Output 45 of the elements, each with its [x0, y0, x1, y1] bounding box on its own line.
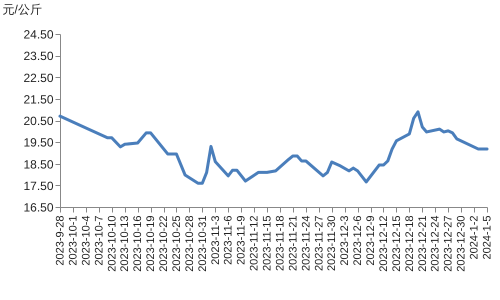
y-tick-label: 17.50	[23, 178, 54, 193]
x-tick-label: 2024-1-2	[468, 216, 481, 260]
x-tick-label: 2023-12-24	[430, 216, 442, 272]
x-tick-label: 2023-12-30	[456, 216, 468, 272]
y-tick-label: 21.50	[23, 92, 54, 106]
x-tick-label: 2023-10-10	[106, 216, 118, 272]
x-tick-label: 2023-10-25	[170, 216, 183, 272]
y-tick-label: 24.50	[23, 28, 54, 42]
x-tick-label: 2023-12-12	[378, 216, 390, 272]
x-tick-label: 2023-11-9	[236, 216, 248, 265]
x-tick-label: 2023-12-27	[442, 216, 455, 272]
x-tick-label: 2023-12-18	[404, 216, 416, 272]
x-tick-label: 2023-11-21	[287, 216, 300, 271]
x-tick-label: 2023-10-13	[119, 216, 132, 272]
y-tick-label: 19.50	[23, 136, 54, 150]
x-tick-label: 2023-11-12	[248, 216, 261, 271]
x-tick-label: 2023-11-15	[262, 216, 274, 271]
x-tick-label: 2023-10-19	[145, 216, 158, 272]
x-tick-label: 2023-11-18	[274, 216, 286, 271]
x-tick-label: 2023-11-24	[300, 216, 312, 271]
y-axis-title: 元/公斤	[2, 2, 42, 16]
x-tick-label: 2023-11-27	[313, 216, 326, 271]
y-tick-label: 16.50	[23, 200, 54, 214]
y-tick-label: 22.50	[23, 70, 54, 85]
x-tick-label: 2023-11-30	[326, 216, 338, 271]
x-tick-label: 2023-12-9	[365, 216, 378, 266]
x-tick-label: 2024-1-5	[482, 216, 494, 260]
line-series	[58, 110, 488, 185]
x-tick-label: 2023-12-15	[390, 216, 403, 272]
x-tick-label: 2023-12-6	[352, 216, 364, 266]
x-tick-label: 2023-12-3	[339, 216, 352, 266]
x-tick-label: 2023-9-28	[54, 216, 66, 266]
x-tick-label: 2023-10-1	[67, 216, 80, 266]
y-tick-label: 20.50	[23, 114, 54, 128]
x-tick-label: 2023-10-22	[158, 216, 170, 272]
x-tick-label: 2023-10-16	[132, 216, 144, 272]
x-tick-label: 2023-11-6	[222, 216, 235, 265]
x-tick-label: 2023-10-7	[93, 216, 106, 266]
x-tick-label: 2023-11-3	[210, 216, 222, 265]
x-tick-label: 2023-10-4	[80, 216, 92, 266]
x-tick-label: 2023-10-31	[196, 216, 209, 272]
y-tick-label: 18.50	[23, 157, 54, 172]
y-tick-label: 23.50	[23, 49, 54, 64]
x-tick-label: 2023-10-28	[184, 216, 196, 272]
x-tick-label: 2023-12-21	[416, 216, 429, 272]
